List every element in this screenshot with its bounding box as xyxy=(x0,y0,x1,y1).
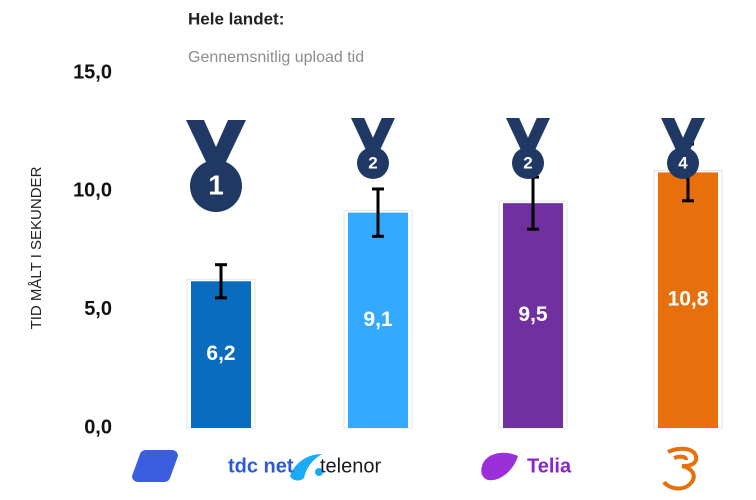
x-tick-label: telenor xyxy=(320,455,381,477)
medal-ribbon xyxy=(351,118,395,151)
medal-rank: 2 xyxy=(523,153,532,172)
y-tick-label: 0,0 xyxy=(84,416,112,438)
data-label: 9,5 xyxy=(518,303,548,326)
data-label: 10,8 xyxy=(668,288,709,311)
logo-tdc xyxy=(132,449,178,483)
medal xyxy=(190,160,242,212)
data-label: 6,2 xyxy=(206,342,235,365)
medal xyxy=(512,147,544,179)
medal-ribbon xyxy=(186,120,246,164)
medal xyxy=(357,147,389,179)
chart-title: Hele landet: xyxy=(188,9,284,28)
medal-rank: 2 xyxy=(368,153,377,172)
y-tick-label: 5,0 xyxy=(84,298,112,320)
x-tick-label: tdc net xyxy=(228,455,294,477)
medal xyxy=(667,147,699,179)
bar xyxy=(503,203,563,428)
bar xyxy=(658,172,718,428)
logo-three xyxy=(662,446,699,491)
y-axis-label: TID MÅLT I SEKUNDER xyxy=(28,166,45,329)
bar xyxy=(191,281,251,428)
medal-rank: 1 xyxy=(208,169,224,200)
medal-ribbon xyxy=(661,118,705,151)
medal-ribbon xyxy=(506,118,550,151)
x-tick-label: Telia xyxy=(527,455,572,477)
logo-telia xyxy=(481,452,518,481)
logo-telenor xyxy=(290,454,323,481)
y-tick-label: 10,0 xyxy=(73,180,112,202)
bar xyxy=(348,212,408,428)
data-label: 9,1 xyxy=(363,308,393,331)
chart-subtitle: Gennemsnitlig upload tid xyxy=(188,49,364,66)
y-tick-label: 15,0 xyxy=(73,61,112,83)
medal-rank: 4 xyxy=(678,153,688,172)
